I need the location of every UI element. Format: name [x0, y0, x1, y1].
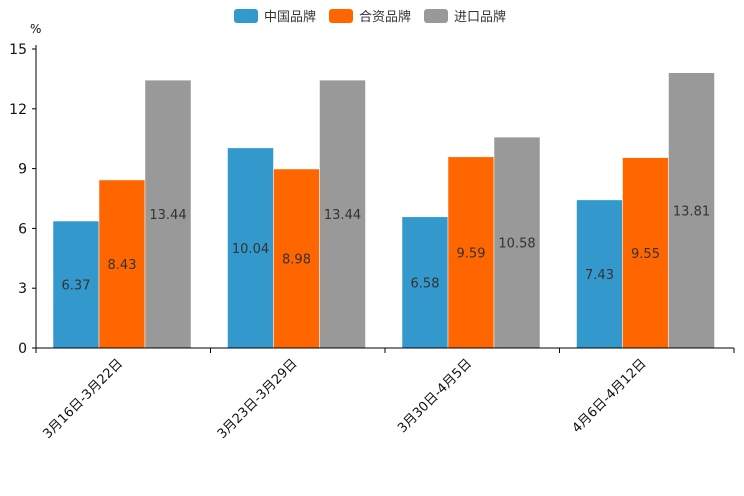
bar-1-1: [273, 168, 320, 349]
data-label-0-1: 10.04: [232, 242, 269, 257]
bar-2-1: [319, 79, 366, 349]
bar-2-3: [668, 72, 715, 349]
data-label-0-0: 6.37: [62, 279, 91, 294]
y-axis: 0 3 6 9 12 15: [9, 42, 37, 357]
x-axis: 3月16日-3月22日 3月23日-3月29日 3月30日-4月5日 4月6日-4月1…: [35, 347, 735, 442]
data-label-2-1: 13.44: [324, 208, 361, 223]
data-label-0-2: 6.58: [411, 276, 440, 291]
bar-2-2: [493, 136, 541, 349]
bar-1-0: [98, 179, 146, 349]
data-label-2-2: 10.58: [498, 237, 535, 252]
y-tick-label-4: 12: [9, 102, 27, 118]
x-tick-label-2: 3月30日-4月5日: [395, 356, 475, 436]
bars: 6.37 8.43 13.44 10.04 8.98 13.44 6.58 9.59 10.58…: [52, 72, 715, 349]
legend-swatch-2: [424, 9, 448, 23]
legend: 中国品牌 合资品牌 进口品牌: [234, 9, 506, 25]
bar-0-3: [576, 199, 623, 349]
x-tick-label-3: 4月6日-4月12日: [570, 356, 650, 436]
bar-1-3: [622, 157, 669, 349]
y-axis-unit: %: [30, 22, 41, 36]
legend-label-2: 进口品牌: [454, 9, 506, 25]
bar-1-2: [447, 156, 495, 349]
data-label-2-3: 13.81: [673, 204, 710, 219]
bar-0-1: [227, 147, 274, 349]
y-tick-label-3: 9: [18, 162, 27, 178]
legend-swatch-0: [234, 9, 258, 23]
legend-swatch-1: [329, 9, 353, 23]
bar-0-2: [401, 216, 449, 349]
y-tick-label-0: 0: [18, 341, 27, 357]
x-tick-label-0: 3月16日-3月22日: [40, 356, 126, 442]
data-label-1-3: 9.55: [631, 247, 660, 262]
data-label-1-2: 9.59: [457, 246, 486, 261]
bar-2-0: [144, 79, 192, 349]
data-label-2-0: 13.44: [149, 208, 186, 223]
data-label-1-1: 8.98: [282, 252, 311, 267]
y-tick-label-2: 6: [18, 221, 27, 237]
y-tick-label-5: 15: [9, 42, 27, 58]
legend-label-0: 中国品牌: [264, 9, 316, 25]
x-tick-label-1: 3月23日-3月29日: [215, 356, 301, 442]
data-label-1-0: 8.43: [108, 258, 137, 273]
y-tick-label-1: 3: [18, 281, 27, 297]
legend-label-1: 合资品牌: [359, 9, 411, 25]
data-label-0-3: 7.43: [585, 268, 614, 283]
